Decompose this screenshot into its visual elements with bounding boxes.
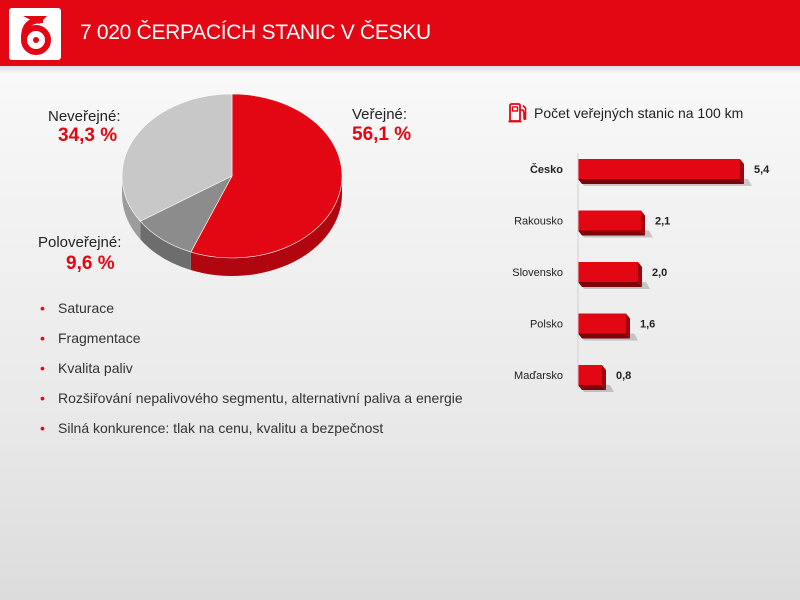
bar-side xyxy=(638,262,642,287)
page-title: 7 020 ČERPACÍCH STANIC V ČESKU xyxy=(80,21,431,44)
bar-side xyxy=(626,313,630,339)
bullet-dot: • xyxy=(40,300,45,316)
pie-label-poloverejne: Poloveřejné: xyxy=(38,234,122,251)
list-item: • Kvalita paliv xyxy=(40,358,463,388)
bar-bottom xyxy=(578,333,630,339)
bullet-dot: • xyxy=(40,330,45,346)
bar-Rakousko xyxy=(578,210,641,231)
bar-side xyxy=(740,159,744,184)
bar-Polsko xyxy=(578,313,626,334)
bar-category-label: Slovensko xyxy=(512,267,563,279)
header-bar xyxy=(0,0,800,66)
list-item-text: Silná konkurence: tlak na cenu, kvalitu … xyxy=(58,420,384,436)
bar-value-label: 5,4 xyxy=(754,164,770,176)
list-item-text: Rozšiřování nepalivového segmentu, alter… xyxy=(58,390,463,406)
pie-slice-0 xyxy=(190,93,343,259)
list-item-text: Fragmentace xyxy=(58,330,141,346)
list-item: • Rozšiřování nepalivového segmentu, alte… xyxy=(40,388,463,418)
list-item: • Fragmentace xyxy=(40,328,463,358)
list-item: • Saturace xyxy=(40,298,463,328)
list-item: • Silná konkurence: tlak na cenu, kvalitu… xyxy=(40,418,463,448)
bar-category-label: Rakousko xyxy=(514,216,563,228)
pie-value-verejne: 56,1 % xyxy=(352,124,412,145)
pie-label-verejne: Veřejné: xyxy=(352,106,408,123)
bullet-dot: • xyxy=(40,390,45,406)
bar-chart-title: Počet veřejných stanic na 100 km xyxy=(534,105,744,121)
pie-slice-2 xyxy=(121,93,233,222)
list-item-text: Kvalita paliv xyxy=(58,360,133,376)
pie-side-0 xyxy=(190,176,342,276)
pie-side-2 xyxy=(122,176,141,240)
bar-Česko xyxy=(578,159,740,179)
bar-category-label: Česko xyxy=(530,163,563,176)
list-item-text: Saturace xyxy=(58,300,115,316)
bar-category-label: Maďarsko xyxy=(514,370,563,382)
header-shadow xyxy=(0,66,800,74)
bar-value-label: 2,0 xyxy=(652,267,667,279)
bar-value-label: 1,6 xyxy=(640,319,655,331)
bar-bottom xyxy=(578,179,744,184)
bar-category-label: Polsko xyxy=(530,319,563,331)
bar-value-label: 2,1 xyxy=(655,216,670,228)
bar-side xyxy=(641,210,645,236)
bullet-list: • Saturace • Fragmentace • Kvalita paliv • R… xyxy=(40,298,463,448)
bar-bottom xyxy=(578,282,642,287)
bar-bottom xyxy=(578,230,645,236)
bar-value-label: 0,8 xyxy=(616,370,631,382)
benzina-logo-icon xyxy=(9,8,61,60)
pie-label-neverejne: Neveřejné: xyxy=(48,108,121,125)
bullet-dot: • xyxy=(40,360,45,376)
bar-chart: Česko 5,4 Rakousko 2,1 Slovensko 2,0 Polsko 1,6… xyxy=(512,153,770,392)
bar-side xyxy=(602,365,606,390)
pie-value-poloverejne: 9,6 % xyxy=(66,253,115,274)
pie-value-neverejne: 34,3 % xyxy=(58,125,118,146)
bar-chart-header: Počet veřejných stanic na 100 km xyxy=(508,102,788,126)
bullet-dot: • xyxy=(40,420,45,436)
bar-Maďarsko xyxy=(578,365,602,385)
bar-bottom xyxy=(578,385,606,390)
bar-Slovensko xyxy=(578,262,638,282)
fuel-pump-icon xyxy=(508,103,527,123)
